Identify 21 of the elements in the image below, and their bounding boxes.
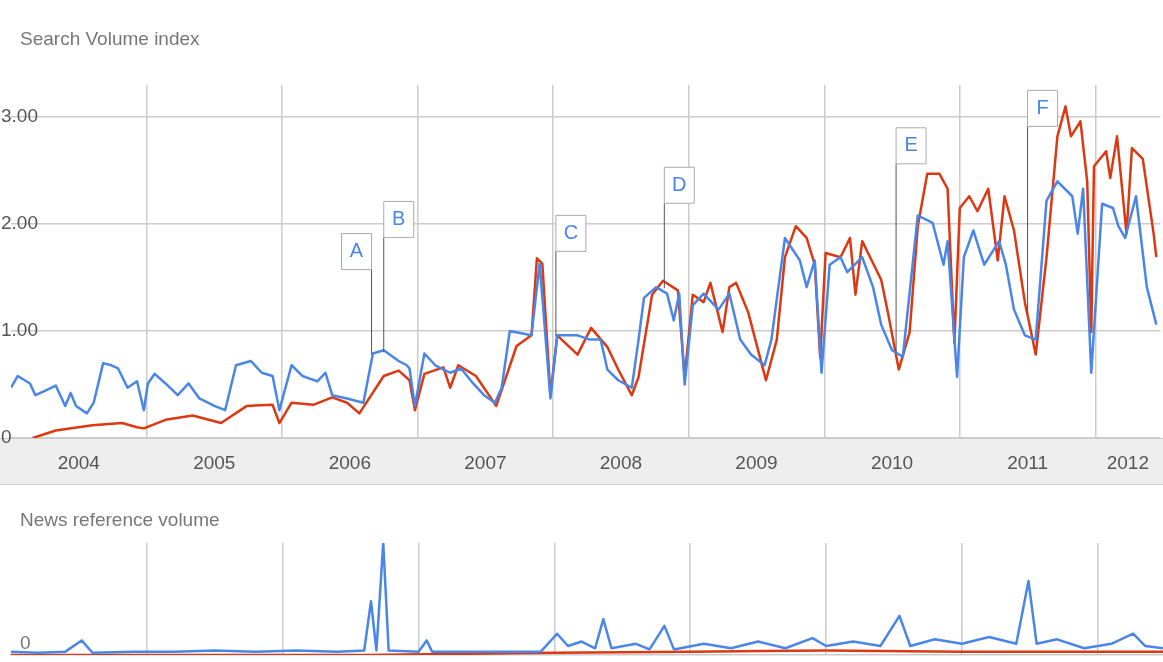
annotation: F xyxy=(1036,95,1049,118)
y-tick-label: 0 xyxy=(1,426,12,448)
annotation: B xyxy=(392,206,406,229)
y-tick-label: 3.00 xyxy=(1,105,38,127)
y-axis-title: News reference volume xyxy=(20,509,220,531)
x-tick-label: 2008 xyxy=(599,451,643,473)
x-tick-label: 2010 xyxy=(870,451,914,473)
y-tick-label: 2.00 xyxy=(1,212,38,234)
y-tick-label: 1.00 xyxy=(1,319,38,341)
x-tick-label: 2009 xyxy=(735,451,778,473)
x-tick-label: 2005 xyxy=(193,451,236,473)
x-tick-label: 2004 xyxy=(57,451,101,473)
y-axis-title: Search Volume index xyxy=(20,28,200,50)
x-tick-label: 2012 xyxy=(1106,451,1150,473)
annotation: C xyxy=(563,220,579,243)
annotation: A xyxy=(349,239,364,262)
x-tick-label: 2011 xyxy=(1007,451,1048,473)
x-tick-label: 2007 xyxy=(464,451,507,473)
annotation: E xyxy=(904,133,918,156)
annotation: D xyxy=(672,172,687,195)
x-tick-label: 2006 xyxy=(328,451,371,473)
